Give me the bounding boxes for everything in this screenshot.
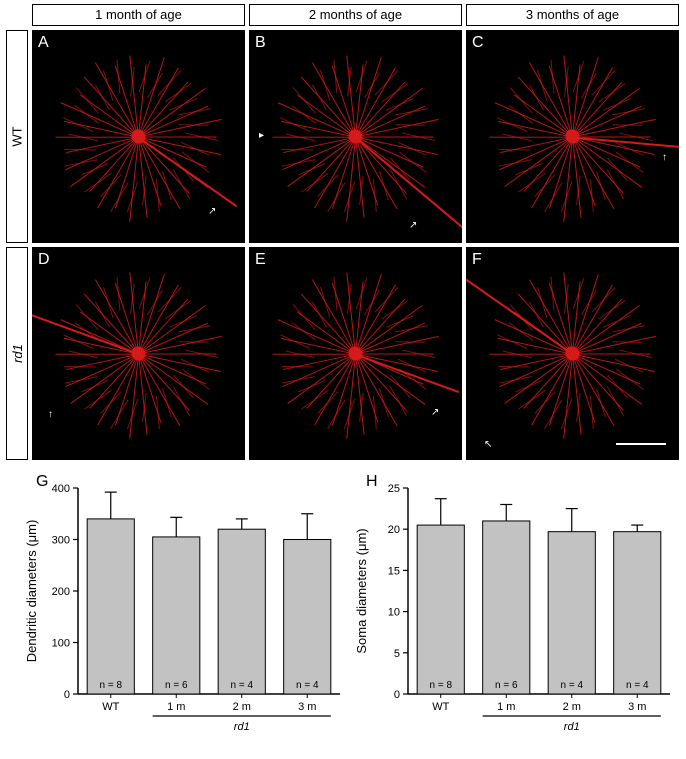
neuron-icon bbox=[466, 30, 679, 243]
bar bbox=[153, 537, 200, 694]
bar bbox=[417, 525, 464, 694]
neuron-icon bbox=[466, 247, 679, 460]
bar bbox=[284, 540, 331, 695]
group-label: rd1 bbox=[564, 721, 580, 733]
dendrite bbox=[273, 354, 356, 355]
bar-n-label: n = 6 bbox=[165, 680, 188, 691]
neuron-icon bbox=[32, 247, 245, 460]
panel-A: A↗ bbox=[32, 30, 245, 243]
arrow-icon: ↑ bbox=[48, 409, 53, 420]
chart-dendritic-diameters: G 0 100 200 300 400 Dendritic diameters (μm) n … bbox=[20, 470, 350, 750]
arrow-icon: ↑ bbox=[662, 152, 667, 163]
y-tick-label: 300 bbox=[52, 535, 70, 547]
arrow-icon: ↗ bbox=[431, 407, 439, 418]
x-tick-label: WT bbox=[432, 701, 449, 713]
row-header-0: WT bbox=[6, 30, 28, 243]
row-header-1: rd1 bbox=[6, 247, 28, 460]
row-header-label: WT bbox=[10, 126, 25, 146]
dendrite bbox=[273, 137, 356, 138]
bar-n-label: n = 4 bbox=[230, 680, 253, 691]
dendrite bbox=[490, 354, 573, 355]
neuron-icon bbox=[249, 30, 462, 243]
panel-F: F↖ bbox=[466, 247, 679, 460]
row-header-label: rd1 bbox=[9, 344, 24, 363]
bar-n-label: n = 8 bbox=[99, 680, 122, 691]
neuron-icon bbox=[249, 247, 462, 460]
arrow-icon: ↗ bbox=[409, 220, 417, 231]
y-tick-label: 10 bbox=[388, 607, 400, 619]
panel-E: E↗ bbox=[249, 247, 462, 460]
bar-n-label: n = 6 bbox=[495, 680, 518, 691]
soma bbox=[132, 130, 146, 144]
panel-B: B▸↗ bbox=[249, 30, 462, 243]
arrow-icon: ↖ bbox=[484, 439, 492, 450]
panel-C: C↑ bbox=[466, 30, 679, 243]
x-tick-label: WT bbox=[102, 701, 119, 713]
bar-n-label: n = 4 bbox=[296, 680, 319, 691]
y-tick-label: 20 bbox=[388, 524, 400, 536]
soma bbox=[349, 347, 363, 361]
bar-n-label: n = 4 bbox=[626, 680, 649, 691]
col-header-label: 1 month of age bbox=[95, 7, 182, 22]
y-tick-label: 200 bbox=[52, 586, 70, 598]
x-tick-label: 1 m bbox=[497, 701, 515, 713]
y-tick-label: 5 bbox=[394, 648, 400, 660]
arrow-icon: ▸ bbox=[259, 130, 264, 141]
y-tick-label: 100 bbox=[52, 638, 70, 650]
x-tick-label: 3 m bbox=[628, 701, 646, 713]
x-tick-label: 1 m bbox=[167, 701, 185, 713]
bar bbox=[87, 519, 134, 694]
col-header-1: 2 months of age bbox=[249, 4, 462, 26]
y-tick-label: 0 bbox=[394, 689, 400, 701]
col-header-0: 1 month of age bbox=[32, 4, 245, 26]
group-label: rd1 bbox=[234, 721, 250, 733]
col-header-2: 3 months of age bbox=[466, 4, 679, 26]
dendrite bbox=[56, 137, 139, 138]
chart-label: G bbox=[36, 473, 48, 490]
soma bbox=[566, 130, 580, 144]
arrow-icon: ↗ bbox=[208, 206, 216, 217]
bar bbox=[218, 529, 265, 694]
soma bbox=[132, 347, 146, 361]
y-axis-title: Dendritic diameters (μm) bbox=[24, 520, 39, 663]
soma bbox=[566, 347, 580, 361]
chart-soma-diameters: H 0 5 10 15 20 25 Soma diameters (μm) n = 8 WT n =… bbox=[350, 470, 680, 750]
bar bbox=[548, 532, 595, 694]
y-tick-label: 15 bbox=[388, 565, 400, 577]
x-tick-label: 2 m bbox=[233, 701, 251, 713]
figure-root: 1 month of age 2 months of age 3 months of… bbox=[0, 0, 686, 759]
bar-n-label: n = 4 bbox=[560, 680, 583, 691]
x-tick-label: 2 m bbox=[563, 701, 581, 713]
bar bbox=[614, 532, 661, 694]
bar-n-label: n = 8 bbox=[429, 680, 452, 691]
col-header-label: 2 months of age bbox=[309, 7, 402, 22]
dendrite bbox=[56, 354, 139, 355]
y-tick-label: 0 bbox=[64, 689, 70, 701]
soma bbox=[349, 130, 363, 144]
chart-label: H bbox=[366, 473, 378, 490]
col-header-label: 3 months of age bbox=[526, 7, 619, 22]
scale-bar bbox=[616, 443, 666, 445]
y-tick-label: 25 bbox=[388, 483, 400, 495]
y-tick-label: 400 bbox=[52, 483, 70, 495]
panel-D: D↑ bbox=[32, 247, 245, 460]
x-tick-label: 3 m bbox=[298, 701, 316, 713]
bar bbox=[483, 521, 530, 694]
y-axis-title: Soma diameters (μm) bbox=[354, 528, 369, 653]
dendrite bbox=[490, 137, 573, 138]
